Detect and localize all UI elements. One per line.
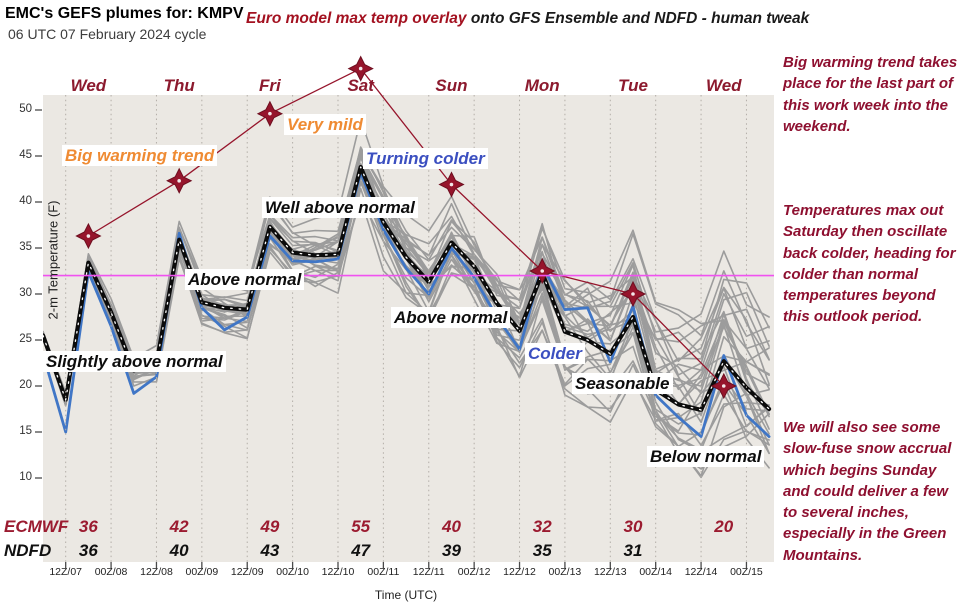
day-label: Tue <box>618 76 648 95</box>
x-tick-label: 12Z/12 <box>503 566 536 578</box>
x-tick-label: 12Z/07 <box>49 566 83 578</box>
ndfd-max-value: 35 <box>532 541 552 560</box>
y-tick-label: 40 <box>19 195 32 207</box>
star-center-dot <box>86 234 91 238</box>
star-center-dot <box>721 384 726 388</box>
annotation-very-mild: Very mild <box>284 114 366 136</box>
ecmwf-max-value: 49 <box>260 517 280 536</box>
x-tick-label: 00Z/12 <box>457 566 491 578</box>
star-center-dot <box>268 111 272 116</box>
ecmwf-max-value: 42 <box>169 517 189 536</box>
ecmwf-overlay-line <box>87 67 725 387</box>
y-axis-title: 2-m Temperature (F) <box>45 200 61 320</box>
annotation-below-normal: Below normal <box>647 446 765 468</box>
ndfd-row-label: NDFD <box>4 541 52 560</box>
day-label: Thu <box>163 76 195 95</box>
x-tick-label: 00Z/09 <box>185 566 219 578</box>
gefs-mean-dots <box>43 166 770 411</box>
star-center-dot <box>540 269 545 273</box>
day-label: Sun <box>435 76 468 95</box>
ndfd-max-value: 39 <box>441 541 461 560</box>
x-axis-title: Time (UTC) <box>374 588 438 602</box>
y-tick-label: 30 <box>19 287 32 299</box>
x-tick-label: 00Z/10 <box>276 566 309 578</box>
sidebar-note-warming: Big warming trend takes place for the la… <box>783 54 958 135</box>
y-tick-label: 20 <box>19 379 32 391</box>
day-label: Wed <box>705 76 742 95</box>
ecmwf-max-value: 40 <box>441 517 461 536</box>
annotation-above-normal: Above normal <box>185 269 305 291</box>
annotation-above-normal: Above normal <box>391 307 511 329</box>
overlay-note: Euro model max temp overlay onto GFS Ens… <box>246 10 809 28</box>
day-label: Wed <box>70 76 107 95</box>
y-tick-label: 25 <box>19 333 32 345</box>
page-title: EMC's GEFS plumes for: KMPV <box>5 5 244 22</box>
ndfd-max-value: 40 <box>169 541 189 560</box>
annotation-colder: Colder <box>525 343 585 365</box>
day-label: Fri <box>259 76 281 95</box>
y-tick-label: 45 <box>19 149 32 161</box>
x-tick-label: 00Z/11 <box>367 566 400 578</box>
ndfd-max-value: 43 <box>260 541 280 560</box>
annotation-seasonable: Seasonable <box>572 373 673 395</box>
x-tick-label: 12Z/10 <box>321 566 355 578</box>
cycle-subtitle: 06 UTC 07 February 2024 cycle <box>8 26 207 42</box>
x-tick-label: 00Z/08 <box>94 566 128 578</box>
x-tick-label: 00Z/13 <box>548 566 582 578</box>
star-center-dot <box>449 182 454 187</box>
day-label: Sat <box>347 76 374 95</box>
overlay-note-tweak: onto GFS Ensemble and NDFD - human tweak <box>470 10 810 27</box>
star-center-dot <box>358 66 363 71</box>
ecmwf-max-value: 36 <box>78 517 98 536</box>
ecmwf-max-value: 55 <box>351 517 371 536</box>
y-tick-label: 35 <box>19 241 32 253</box>
ndfd-max-value: 31 <box>623 541 643 560</box>
annotation-big-warming-trend: Big warming trend <box>62 145 218 167</box>
day-label: Mon <box>524 76 560 95</box>
sidebar-note-oscillate: Temperatures max out Saturday then oscil… <box>783 202 956 326</box>
y-tick-label: 50 <box>19 103 32 115</box>
ecmwf-max-value: 30 <box>623 517 643 536</box>
annotation-well-above-normal: Well above normal <box>262 197 418 219</box>
overlay-note-euro: Euro model max temp overlay <box>246 10 467 27</box>
star-center-dot <box>631 292 635 296</box>
annotation-slightly-above-normal: Slightly above normal <box>43 351 226 373</box>
x-tick-label: 00Z/15 <box>730 566 763 578</box>
x-tick-label: 12Z/14 <box>684 566 718 578</box>
x-tick-label: 12Z/13 <box>593 566 627 578</box>
ndfd-max-value: 36 <box>78 541 98 560</box>
x-tick-label: 12Z/11 <box>412 566 445 578</box>
ndfd-max-value: 47 <box>351 541 371 560</box>
ecmwf-row-label: ECMWF <box>4 517 69 536</box>
y-tick-label: 15 <box>19 425 32 437</box>
annotation-turning-colder: Turning colder <box>363 148 488 170</box>
star-center-dot <box>177 179 181 183</box>
ecmwf-max-value: 32 <box>532 517 552 536</box>
x-tick-label: 12Z/09 <box>230 566 264 578</box>
ecmwf-max-value: 20 <box>714 517 734 536</box>
sidebar-note-snow: We will also see some slow-fuse snow acc… <box>783 419 952 564</box>
x-tick-label: 12Z/08 <box>140 566 173 578</box>
x-tick-label: 00Z/14 <box>639 566 673 578</box>
y-tick-label: 10 <box>19 471 32 483</box>
